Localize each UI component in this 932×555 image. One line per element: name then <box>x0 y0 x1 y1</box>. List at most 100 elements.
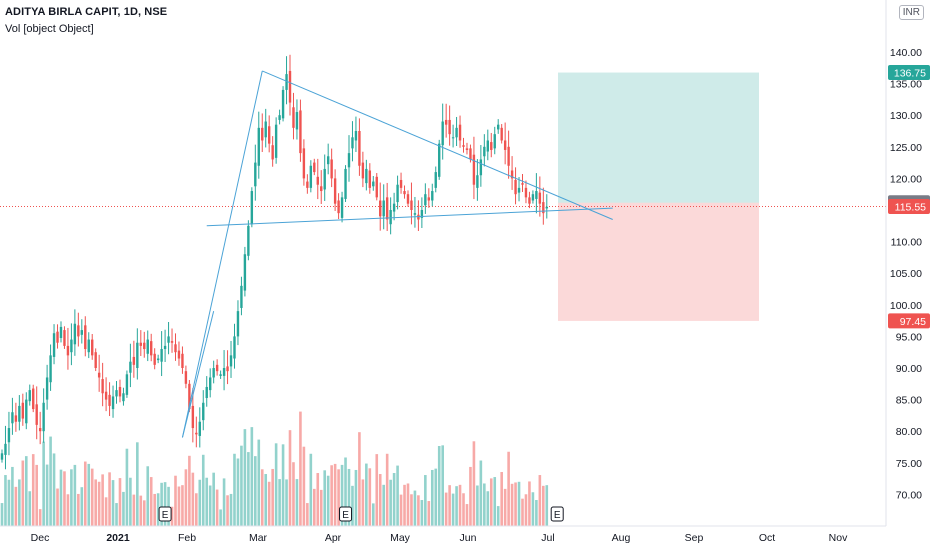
y-tick-label: 75.00 <box>896 458 922 470</box>
candle-body <box>521 183 524 185</box>
candle-body <box>406 194 410 204</box>
candle-body <box>396 184 399 203</box>
volume-bar <box>104 497 108 526</box>
volume-bar <box>535 500 538 526</box>
volume-bar <box>462 493 465 526</box>
volume-bar <box>0 503 4 526</box>
candle-body <box>299 110 302 154</box>
currency-badge[interactable]: INR <box>898 5 924 20</box>
candle-body <box>160 349 163 362</box>
volume-bar <box>125 448 129 526</box>
volume-bar <box>285 479 288 526</box>
price-tag-label: 115.55 <box>895 202 926 214</box>
candle-body <box>354 131 358 141</box>
volume-bar <box>392 473 396 526</box>
volume-bar <box>90 468 94 526</box>
candle-body <box>330 159 333 179</box>
volume-bar <box>142 500 146 526</box>
candle-body <box>382 200 385 217</box>
volume-bar <box>195 493 198 526</box>
candle-body <box>91 339 94 356</box>
candle-body <box>417 214 420 220</box>
candle-body <box>28 390 31 402</box>
volume-bar <box>323 470 327 526</box>
candle-body <box>188 383 191 410</box>
candle-body <box>514 179 517 195</box>
volume-bar <box>38 509 42 526</box>
y-tick-label: 130.00 <box>890 110 922 122</box>
volume-bar <box>309 453 313 526</box>
volume-bar <box>385 453 389 526</box>
candle-body <box>143 342 146 350</box>
volume-bar <box>254 456 257 526</box>
candle-body <box>118 386 122 397</box>
candle-body <box>84 325 87 350</box>
candle-body <box>132 356 136 365</box>
earnings-marker: E <box>550 506 564 522</box>
candle-body <box>198 421 201 436</box>
y-tick-label: 125.00 <box>890 142 922 154</box>
candle-body <box>195 432 198 435</box>
y-tick-label: 70.00 <box>896 489 922 501</box>
volume-bar <box>479 460 483 526</box>
x-tick-label: Aug <box>612 532 631 544</box>
candle-body <box>323 168 326 190</box>
candle-body <box>97 372 101 378</box>
candle-body <box>368 170 372 188</box>
candle-body <box>129 361 132 373</box>
candle-body <box>375 176 378 198</box>
candle-body <box>205 386 208 399</box>
x-tick-label: Apr <box>325 532 342 544</box>
candle-body <box>434 172 437 188</box>
x-tick-label: Mar <box>249 532 268 544</box>
earnings-badge <box>339 506 353 522</box>
volume-indicator-label[interactable]: Vol [object Object] <box>5 23 94 35</box>
candle-body <box>181 353 184 368</box>
profit-zone <box>558 72 759 203</box>
volume-bar <box>260 469 264 526</box>
volume-bar <box>153 493 156 526</box>
candle-body <box>469 148 472 160</box>
candle-body <box>136 342 139 368</box>
candle-body <box>403 191 406 195</box>
candle-body <box>104 391 108 400</box>
candle-body <box>63 330 66 346</box>
candle-body <box>524 187 528 198</box>
candle-body <box>0 453 4 460</box>
volume-bar <box>24 456 28 526</box>
y-tick-label: 95.00 <box>896 331 922 343</box>
earnings-badge <box>550 506 564 522</box>
volume-bar <box>361 479 365 526</box>
volume-bar <box>181 485 184 526</box>
candle-body <box>372 181 375 187</box>
candle-body <box>264 121 267 138</box>
candle-body <box>191 405 195 429</box>
volume-bar <box>233 453 236 526</box>
candle-body <box>351 137 354 149</box>
candle-body <box>125 374 129 395</box>
candle-body <box>139 342 142 346</box>
candle-body <box>38 428 42 432</box>
volume-bar <box>52 453 56 526</box>
price-tag-label: 97.45 <box>900 316 926 328</box>
triangle-lower-trendline <box>206 207 613 227</box>
candle-body <box>361 162 365 179</box>
volume-bar <box>136 442 139 526</box>
axes: 70.00 75.00 80.00 85.00 90.00 95.00 100.00 105.… <box>0 0 930 544</box>
candle-body <box>56 331 59 343</box>
volume-bar <box>7 479 11 526</box>
volume-bar <box>59 469 63 526</box>
candle-body <box>385 197 389 220</box>
volume-bar <box>240 445 243 526</box>
candle-body <box>18 405 21 422</box>
volume-bar <box>510 483 514 526</box>
volume-bar <box>215 489 219 526</box>
volume-bar <box>83 461 87 526</box>
candle-body <box>32 388 35 410</box>
earnings-badge <box>158 506 172 522</box>
candle-body <box>344 168 347 199</box>
volume-bar <box>31 454 35 526</box>
y-tick-label: 105.00 <box>890 268 922 280</box>
